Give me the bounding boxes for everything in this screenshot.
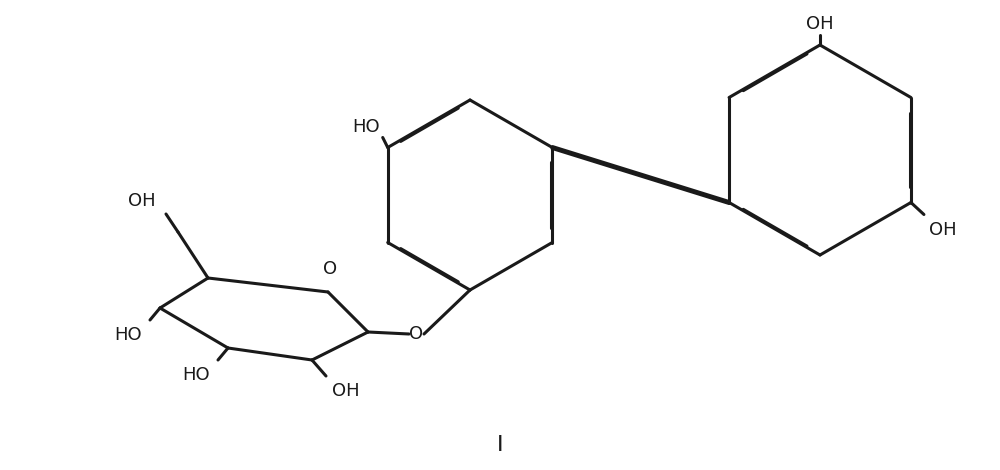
Text: OH: OH xyxy=(929,220,957,238)
Text: HO: HO xyxy=(352,118,380,135)
Text: O: O xyxy=(323,260,337,278)
Text: O: O xyxy=(409,325,423,343)
Text: HO: HO xyxy=(182,366,210,384)
Text: OH: OH xyxy=(332,382,360,400)
Text: I: I xyxy=(497,435,503,455)
Text: OH: OH xyxy=(128,192,156,210)
Text: HO: HO xyxy=(114,326,142,344)
Text: OH: OH xyxy=(806,15,834,33)
